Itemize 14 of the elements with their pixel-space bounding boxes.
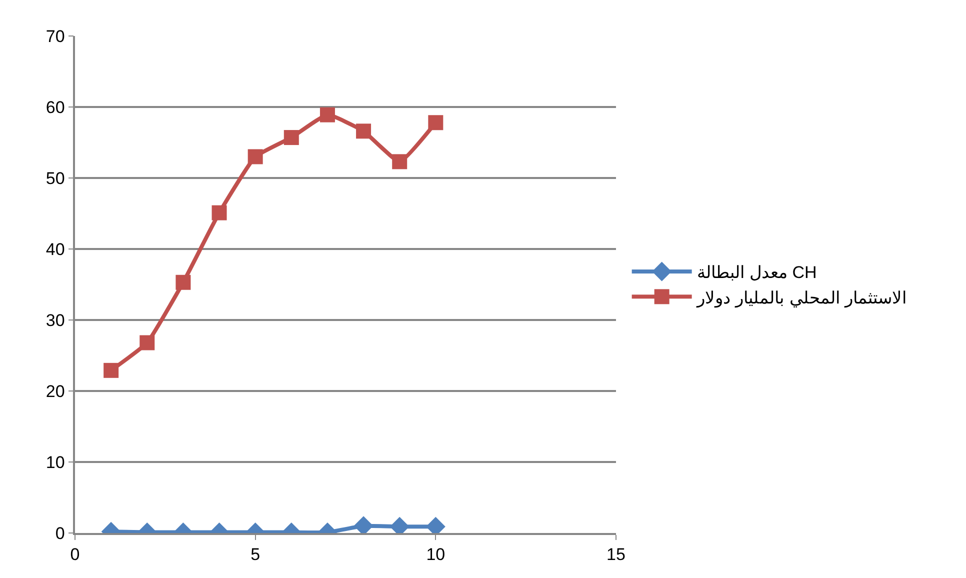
- x-tick-label: 15: [606, 545, 626, 564]
- legend-label: الاستثمار المحلي بالمليار دولار: [696, 288, 907, 308]
- y-tick-label: 60: [46, 98, 65, 117]
- y-tick-label: 10: [46, 452, 65, 472]
- y-tick-label: 40: [46, 240, 65, 259]
- x-tick-label: 5: [250, 545, 260, 564]
- legend-label: معدل البطالة CH: [696, 263, 817, 282]
- y-tick-label: 0: [55, 524, 65, 543]
- x-tick-label: 0: [70, 545, 80, 564]
- y-tick-label: 30: [46, 310, 65, 330]
- x-tick-label: 10: [426, 545, 446, 564]
- y-tick-label: 50: [46, 168, 65, 188]
- y-tick-label: 70: [46, 26, 65, 46]
- y-tick-label: 20: [46, 382, 65, 401]
